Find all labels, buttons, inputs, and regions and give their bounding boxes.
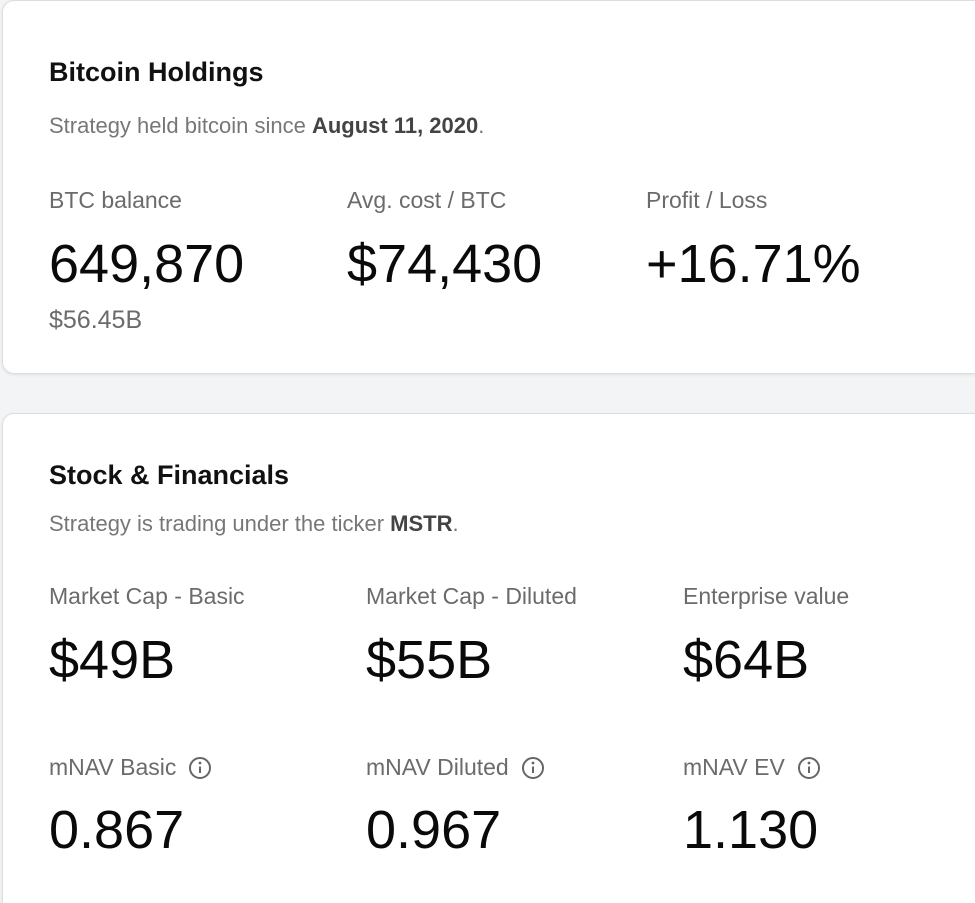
metric-label: BTC balance xyxy=(49,187,182,213)
subtitle-date: August 11, 2020 xyxy=(311,113,479,138)
metric-label: Market Cap - Diluted xyxy=(366,583,577,609)
financials-card: Stock & Financials Strategy is trading u… xyxy=(2,413,975,903)
card-title: Stock & Financials xyxy=(49,460,290,490)
metric-value: 649,870 xyxy=(49,234,245,294)
metric-value: $55B xyxy=(366,630,493,690)
metric-label-row: mNAV Diluted xyxy=(366,754,545,781)
metric-label-row: mNAV Basic xyxy=(49,754,212,781)
metric-value: 0.867 xyxy=(49,800,185,860)
metric-label: mNAV EV xyxy=(683,754,785,780)
card-subtitle: Strategy held bitcoin since August 11, 2… xyxy=(49,113,484,139)
card-subtitle: Strategy is trading under the ticker MST… xyxy=(49,511,459,537)
info-icon[interactable] xyxy=(521,756,545,780)
metric-value: $74,430 xyxy=(347,234,543,294)
info-icon[interactable] xyxy=(797,756,821,780)
metric-label-row: mNAV EV xyxy=(683,754,821,781)
metric-label: Profit / Loss xyxy=(646,187,768,213)
subtitle-text: Strategy is trading under the ticker xyxy=(49,511,391,536)
metric-label: Market Cap - Basic xyxy=(49,583,245,609)
info-icon[interactable] xyxy=(188,756,212,780)
subtitle-text: Strategy held bitcoin since xyxy=(49,113,312,138)
metric-label: Avg. cost / BTC xyxy=(347,187,507,213)
metric-label: Enterprise value xyxy=(683,583,850,609)
metric-value: +16.71% xyxy=(646,234,861,294)
metric-sub: $56.45B xyxy=(49,306,143,334)
metric-label: mNAV Diluted xyxy=(366,754,509,780)
subtitle-end: . xyxy=(478,113,485,138)
card-title: Bitcoin Holdings xyxy=(49,57,264,87)
subtitle-ticker: MSTR xyxy=(390,511,453,536)
metric-value: 1.130 xyxy=(683,800,819,860)
subtitle-end: . xyxy=(452,511,459,536)
metric-label: mNAV Basic xyxy=(49,754,177,780)
metric-value: $64B xyxy=(683,630,810,690)
metric-value: 0.967 xyxy=(366,800,502,860)
holdings-card: Bitcoin Holdings Strategy held bitcoin s… xyxy=(2,0,975,374)
metric-value: $49B xyxy=(49,630,176,690)
